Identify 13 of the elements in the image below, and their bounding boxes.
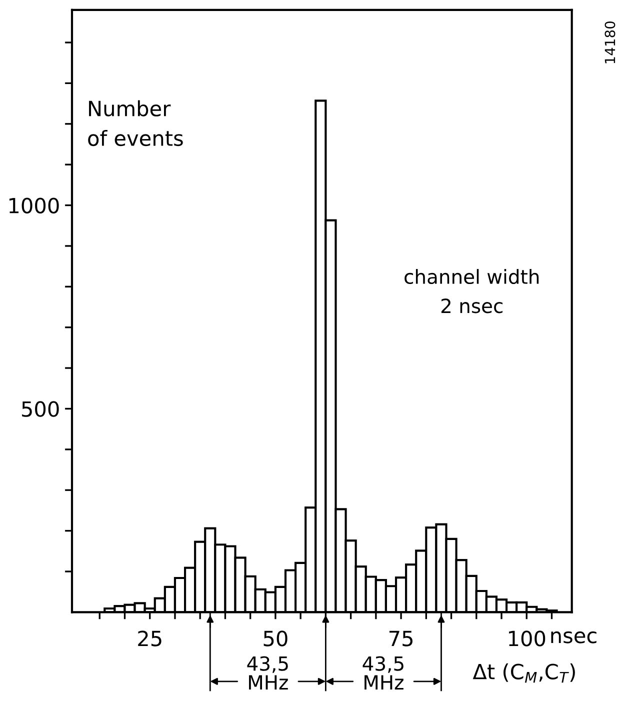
x-tick-label: 75 xyxy=(389,630,412,646)
x-tick-label: 100 xyxy=(509,630,546,646)
y-tick-label: 1000 xyxy=(9,198,59,214)
y-tick-label: 500 xyxy=(22,401,59,417)
annotation: 43,5 MHz xyxy=(247,656,288,690)
x-axis-title: nsec xyxy=(551,631,596,644)
y-axis-title: Number of events xyxy=(88,100,183,146)
text: 14180 xyxy=(604,21,616,64)
x-tick-label: 50 xyxy=(264,630,288,646)
annotation: channel width 2 nsec xyxy=(404,269,539,314)
annotation: 43,5 MHz xyxy=(362,656,404,690)
text: Δt (C$_{M}$,C$_{T}$) xyxy=(472,663,575,683)
x-tick-label: 25 xyxy=(138,630,162,646)
